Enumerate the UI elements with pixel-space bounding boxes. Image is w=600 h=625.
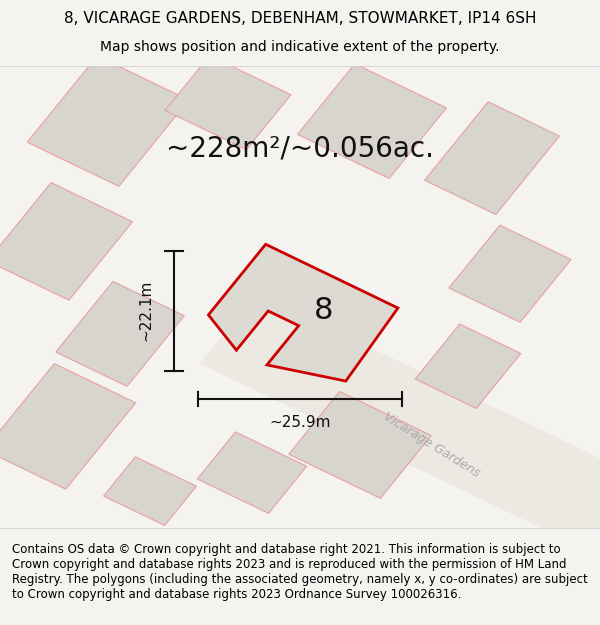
Polygon shape (27, 56, 189, 186)
Text: ~22.1m: ~22.1m (138, 280, 153, 341)
Text: Vicarage Gardens: Vicarage Gardens (382, 410, 482, 480)
Text: Map shows position and indicative extent of the property.: Map shows position and indicative extent… (100, 40, 500, 54)
Polygon shape (200, 293, 600, 560)
Polygon shape (56, 281, 184, 386)
Polygon shape (165, 56, 291, 150)
Polygon shape (0, 364, 136, 489)
Polygon shape (197, 432, 307, 513)
Polygon shape (425, 102, 559, 214)
Polygon shape (415, 324, 521, 408)
Polygon shape (289, 391, 431, 498)
Polygon shape (449, 225, 571, 322)
Text: ~228m²/~0.056ac.: ~228m²/~0.056ac. (166, 135, 434, 163)
Polygon shape (298, 64, 446, 179)
Polygon shape (0, 182, 133, 300)
Polygon shape (104, 457, 196, 526)
Text: 8, VICARAGE GARDENS, DEBENHAM, STOWMARKET, IP14 6SH: 8, VICARAGE GARDENS, DEBENHAM, STOWMARKE… (64, 11, 536, 26)
Text: Contains OS data © Crown copyright and database right 2021. This information is : Contains OS data © Crown copyright and d… (12, 542, 588, 601)
Text: 8: 8 (314, 296, 334, 325)
Polygon shape (208, 244, 398, 381)
Text: ~25.9m: ~25.9m (269, 415, 331, 430)
